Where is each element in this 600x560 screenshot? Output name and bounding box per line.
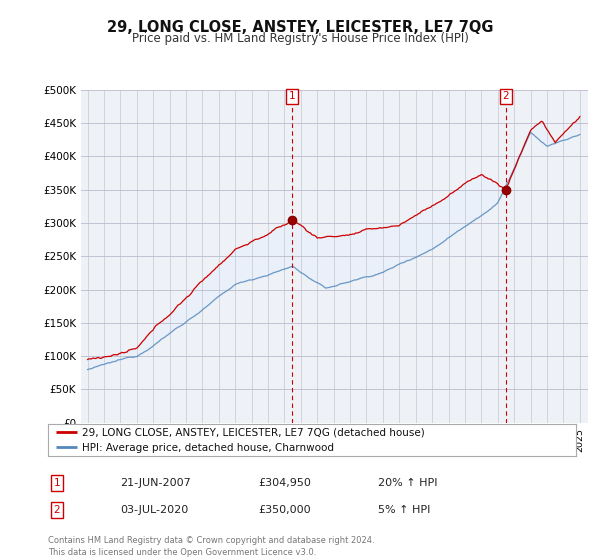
Text: £350,000: £350,000: [258, 505, 311, 515]
Text: Contains HM Land Registry data © Crown copyright and database right 2024.
This d: Contains HM Land Registry data © Crown c…: [48, 536, 374, 557]
Text: 21-JUN-2007: 21-JUN-2007: [120, 478, 191, 488]
Text: 29, LONG CLOSE, ANSTEY, LEICESTER, LE7 7QG: 29, LONG CLOSE, ANSTEY, LEICESTER, LE7 7…: [107, 20, 493, 35]
Text: 2: 2: [53, 505, 61, 515]
Text: 20% ↑ HPI: 20% ↑ HPI: [378, 478, 437, 488]
Text: HPI: Average price, detached house, Charnwood: HPI: Average price, detached house, Char…: [82, 443, 334, 453]
Text: 03-JUL-2020: 03-JUL-2020: [120, 505, 188, 515]
Text: 5% ↑ HPI: 5% ↑ HPI: [378, 505, 430, 515]
Text: 1: 1: [53, 478, 61, 488]
Text: Price paid vs. HM Land Registry's House Price Index (HPI): Price paid vs. HM Land Registry's House …: [131, 32, 469, 45]
Text: 1: 1: [289, 91, 295, 101]
Text: 2: 2: [503, 91, 509, 101]
Text: £304,950: £304,950: [258, 478, 311, 488]
Text: 29, LONG CLOSE, ANSTEY, LEICESTER, LE7 7QG (detached house): 29, LONG CLOSE, ANSTEY, LEICESTER, LE7 7…: [82, 428, 425, 438]
